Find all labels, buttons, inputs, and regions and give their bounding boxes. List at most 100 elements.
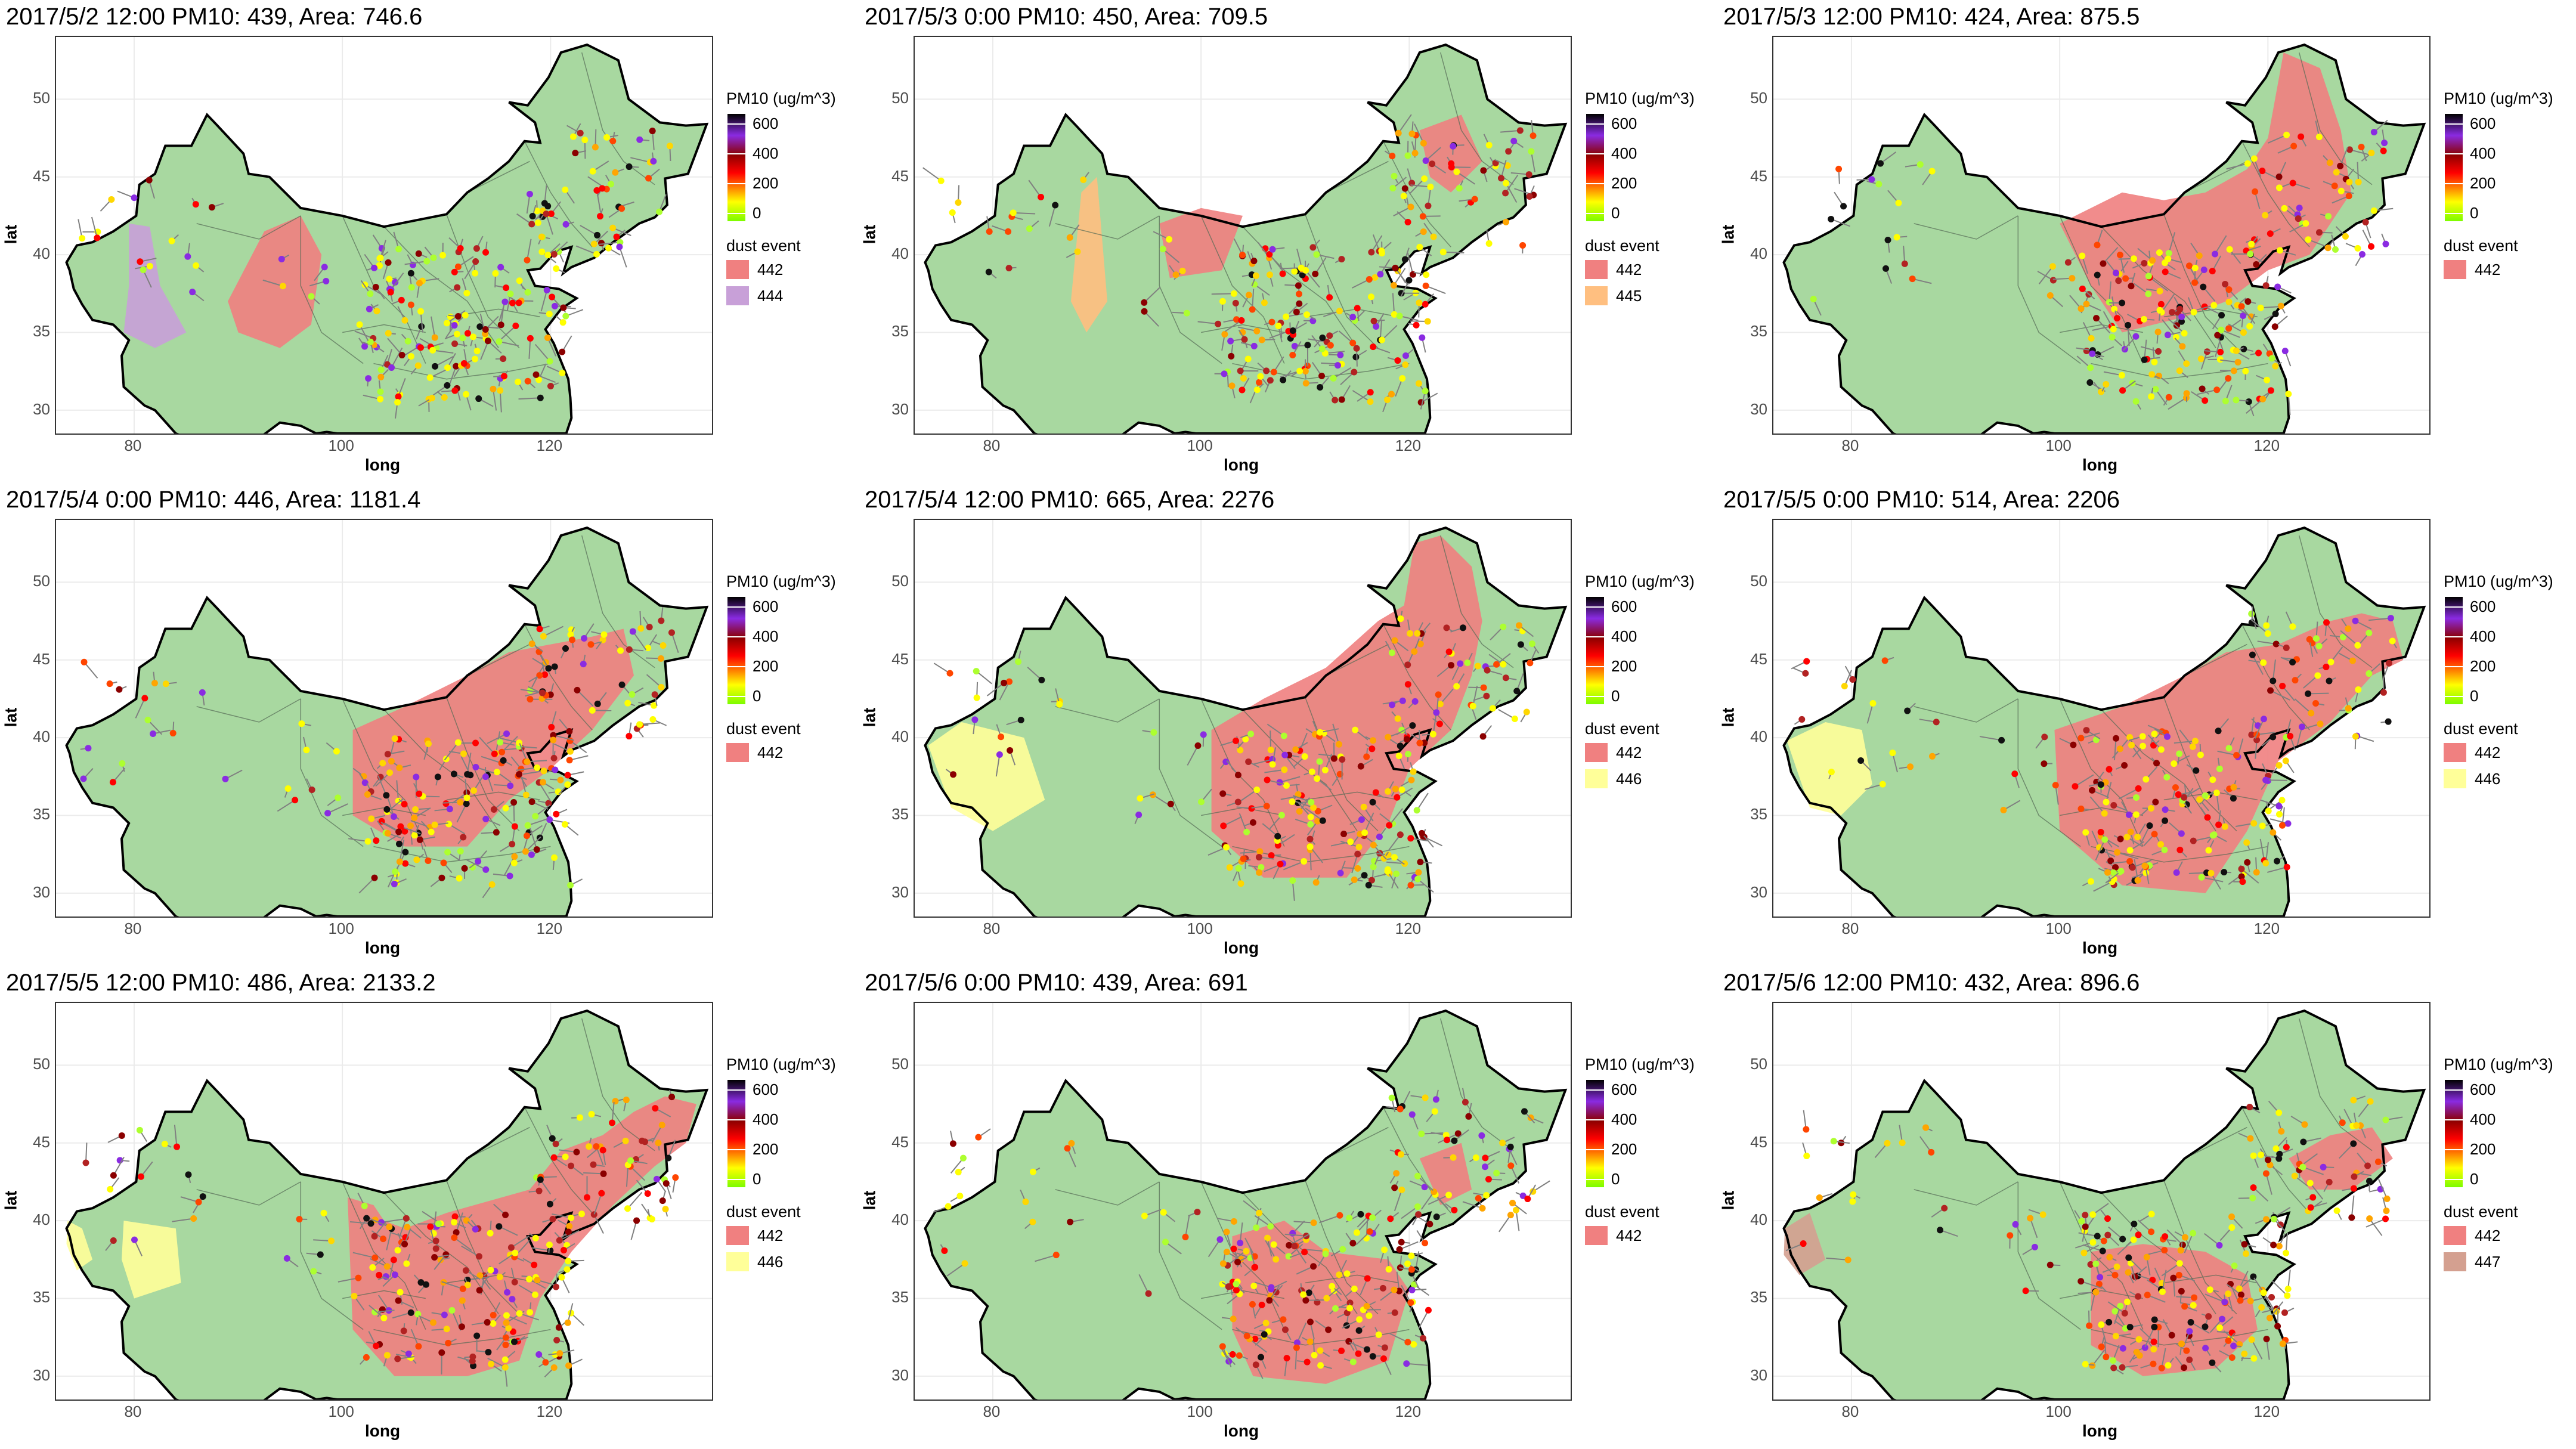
- station-point: [380, 1236, 387, 1243]
- province-boundary: [342, 698, 426, 847]
- station-point: [2126, 1324, 2134, 1331]
- station-point: [487, 1230, 494, 1237]
- station-point: [1335, 741, 1342, 748]
- station-point: [2366, 1178, 2373, 1185]
- wind-arrow: [2214, 235, 2227, 255]
- province-boundary: [1305, 791, 1400, 801]
- legend: PM10 (ug/m^3) 600 400 200 0 dust event 442 446: [726, 1055, 854, 1274]
- station-point: [1370, 343, 1377, 351]
- station-point: [1810, 296, 1817, 303]
- station-point: [2151, 831, 2158, 838]
- wind-arrow: [1144, 311, 1159, 327]
- colorbar-tick: [727, 1089, 745, 1091]
- station-point: [588, 1110, 595, 1117]
- dust-area-442: [2289, 1127, 2393, 1190]
- station-point: [1299, 271, 1306, 278]
- station-point: [413, 773, 420, 781]
- station-point: [398, 352, 405, 359]
- colorbar-label: 600: [1611, 114, 1637, 132]
- station-point: [2387, 615, 2394, 622]
- station-point: [1268, 1286, 1275, 1293]
- station-point: [2275, 811, 2283, 818]
- station-point: [401, 801, 408, 808]
- station-point: [2178, 1287, 2185, 1295]
- station-point: [1270, 1241, 1277, 1248]
- station-point: [2143, 1253, 2150, 1261]
- station-point: [1312, 879, 1320, 886]
- dust-event-label: 444: [757, 286, 784, 305]
- station-point: [985, 268, 992, 275]
- station-point: [1800, 1240, 1807, 1247]
- station-point: [1368, 249, 1375, 256]
- wind-arrow: [2368, 1218, 2383, 1236]
- wind-arrow: [113, 1157, 125, 1176]
- station-point: [500, 355, 507, 363]
- station-point: [1329, 1283, 1336, 1290]
- station-point: [2157, 746, 2165, 753]
- wind-arrow: [2168, 232, 2176, 253]
- x-tick-label: 80: [983, 436, 1001, 454]
- station-point: [131, 194, 138, 202]
- station-point: [482, 773, 489, 781]
- wind-arrow: [540, 290, 548, 312]
- station-point: [2117, 868, 2125, 875]
- station-point: [470, 333, 477, 340]
- station-point: [1242, 736, 1249, 743]
- station-point: [2250, 1184, 2257, 1191]
- station-point: [2106, 766, 2113, 773]
- station-point: [1327, 342, 1334, 349]
- station-point: [1361, 829, 1368, 837]
- station-point: [1281, 1326, 1289, 1333]
- station-point: [2112, 864, 2119, 871]
- station-point: [1838, 1140, 1845, 1147]
- station-point: [2225, 286, 2233, 293]
- station-point: [2345, 625, 2352, 632]
- station-point: [1222, 758, 1230, 766]
- station-point: [451, 322, 458, 329]
- colorbar-tick: [2445, 636, 2463, 637]
- station-point: [642, 1138, 649, 1145]
- station-point: [2098, 1343, 2105, 1351]
- station-point: [937, 177, 945, 184]
- station-point: [2281, 348, 2289, 355]
- wind-arrow: [593, 1193, 602, 1215]
- station-point: [2274, 1323, 2281, 1330]
- station-point: [1256, 379, 1263, 386]
- station-point: [1916, 161, 1924, 168]
- station-point: [506, 872, 513, 880]
- wind-arrow: [2038, 266, 2054, 284]
- wind-arrow: [2339, 147, 2348, 166]
- province-boundary: [373, 363, 551, 380]
- station-point: [1893, 234, 1900, 241]
- station-point: [600, 1170, 607, 1177]
- province-boundary: [1439, 1018, 1514, 1151]
- wind-arrow: [461, 1245, 479, 1257]
- station-point: [395, 797, 402, 804]
- station-point: [1411, 698, 1419, 705]
- station-point: [1429, 730, 1436, 738]
- station-point: [1150, 729, 1157, 736]
- station-point: [562, 1153, 569, 1160]
- station-point: [435, 1220, 442, 1227]
- station-point: [2185, 262, 2193, 270]
- station-point: [1351, 1285, 1358, 1292]
- station-point: [1159, 246, 1166, 253]
- station-point: [2302, 220, 2309, 227]
- station-point: [1879, 781, 1886, 788]
- station-point: [2366, 1215, 2373, 1222]
- station-point: [473, 245, 480, 252]
- station-point: [1301, 858, 1308, 865]
- dust-legend-title: dust event: [1585, 237, 1659, 255]
- station-point: [1302, 368, 1309, 375]
- station-point: [644, 1190, 651, 1197]
- wind-arrow: [2241, 306, 2256, 324]
- province-boundary: [2101, 226, 2216, 349]
- station-point: [1391, 1184, 1398, 1191]
- colorbar-label: 600: [753, 114, 779, 132]
- station-point: [1385, 1266, 1392, 1273]
- station-point: [1266, 1297, 1273, 1304]
- station-point: [1379, 1284, 1386, 1292]
- station-point: [1406, 630, 1413, 637]
- station-point: [136, 1126, 143, 1134]
- station-point: [1236, 1352, 1243, 1359]
